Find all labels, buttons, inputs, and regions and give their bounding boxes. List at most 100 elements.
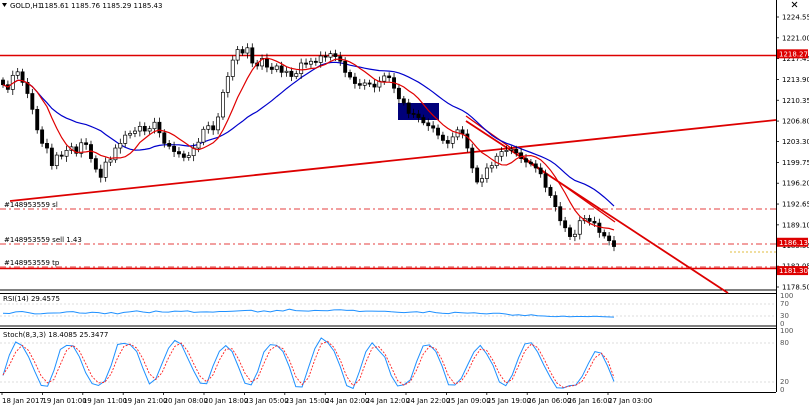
stoch-main-line [2,337,615,390]
candle [602,229,607,239]
candle [186,151,191,161]
candle [93,155,98,173]
candle [308,57,313,69]
stoch-tick-100: 100 [780,327,793,335]
close-x-icon[interactable] [791,1,798,8]
price-tag-box [777,49,808,59]
stoch-tick-80: 80 [780,339,789,347]
time-tick-label: 18 Jan 2017 [2,397,44,405]
time-tick-label: 20 Jan 18:00 [204,397,248,405]
candle [431,121,436,133]
candle [318,51,323,68]
candle [401,95,406,106]
candle [167,140,172,150]
candle [142,122,147,136]
ascending-trendline[interactable] [9,119,777,202]
rsi-tick-30: 30 [780,312,789,320]
candle [568,224,572,241]
candle [133,127,137,138]
candle [157,117,162,138]
candle [387,72,392,82]
time-tick-label: 26 Jan 06:00 [527,397,571,405]
candle [543,169,548,193]
candle [426,118,431,131]
time-tick-label: 24 Jan 22:00 [406,397,450,405]
candle [40,126,45,147]
stoch-panel: Stoch(8,3,3) 18.4085 25.3477 100 80 20 0 [0,327,793,394]
time-tick-label: 20 Jan 08:00 [164,397,208,405]
order-label-sell: #148953559 sell 1.43 [4,236,82,244]
price-tick-label: 1217.45 [782,55,809,63]
candle [128,130,133,139]
candle [348,69,352,80]
time-tick-label: 25 Jan 19:00 [487,397,531,405]
candle [484,163,489,183]
candle [465,129,470,153]
rsi-tick-100: 100 [780,292,793,300]
candle [313,57,318,66]
candle [489,161,494,173]
candle [172,141,177,157]
moving-average-slow [2,61,615,207]
candle [30,88,35,115]
rsi-tick-0: 0 [780,320,784,328]
candle [206,121,211,134]
order-label-sl: #148953559 sl [4,201,58,209]
symbol-label: GOLD,H1 [10,2,42,10]
candle [147,125,152,135]
candle [577,216,582,240]
stoch-tick-20: 20 [780,378,789,386]
candle [221,89,225,120]
time-tick-label: 24 Jan 12:00 [366,397,410,405]
price-tick-label: 1189.10 [782,221,809,229]
candle [35,105,40,134]
candle [235,46,240,65]
price-tick-label: 1224.55 [782,14,809,22]
candle [450,132,455,149]
price-tag-label: 1218.27 [779,50,808,58]
candle [480,174,484,187]
candle [352,72,357,89]
rsi-line-layer [2,308,615,318]
triangle-down-icon[interactable] [2,3,7,7]
candle [59,151,64,160]
drawn-objects[interactable] [0,54,777,294]
candle [177,147,181,158]
price-tag-box [777,237,808,247]
candle [504,145,509,157]
candle [323,51,328,62]
candle [230,55,235,81]
candle [416,110,421,123]
candle [245,43,250,59]
candle [103,157,108,182]
rsi-label: RSI(14) 29.4575 [3,295,60,303]
candle [406,98,411,119]
candle [289,67,294,82]
candle [367,79,372,88]
candle [299,58,304,79]
candle [54,152,59,170]
price-tag-label: 1181.30 [779,267,808,275]
candle [372,79,377,93]
main-panel [0,0,777,392]
candle [499,147,504,162]
candle [181,150,186,162]
candle [211,121,216,135]
candle [421,114,426,126]
time-tick-label: 25 Jan 09:00 [446,397,490,405]
candle [225,72,230,98]
moving-average-fast [2,57,615,231]
price-tick-label: 1203.30 [782,138,809,146]
candle [328,50,333,61]
rsi-line [2,308,615,318]
price-tick-label: 1210.35 [782,97,809,105]
price-tags: 1218.27 1186.13 1181.30 [777,49,808,276]
rsi-tick-70: 70 [780,300,789,308]
candle [269,62,274,75]
candle [118,138,123,154]
candle [548,184,553,199]
candle [74,144,79,157]
candle [509,145,514,155]
stoch-signal-line [2,340,615,388]
